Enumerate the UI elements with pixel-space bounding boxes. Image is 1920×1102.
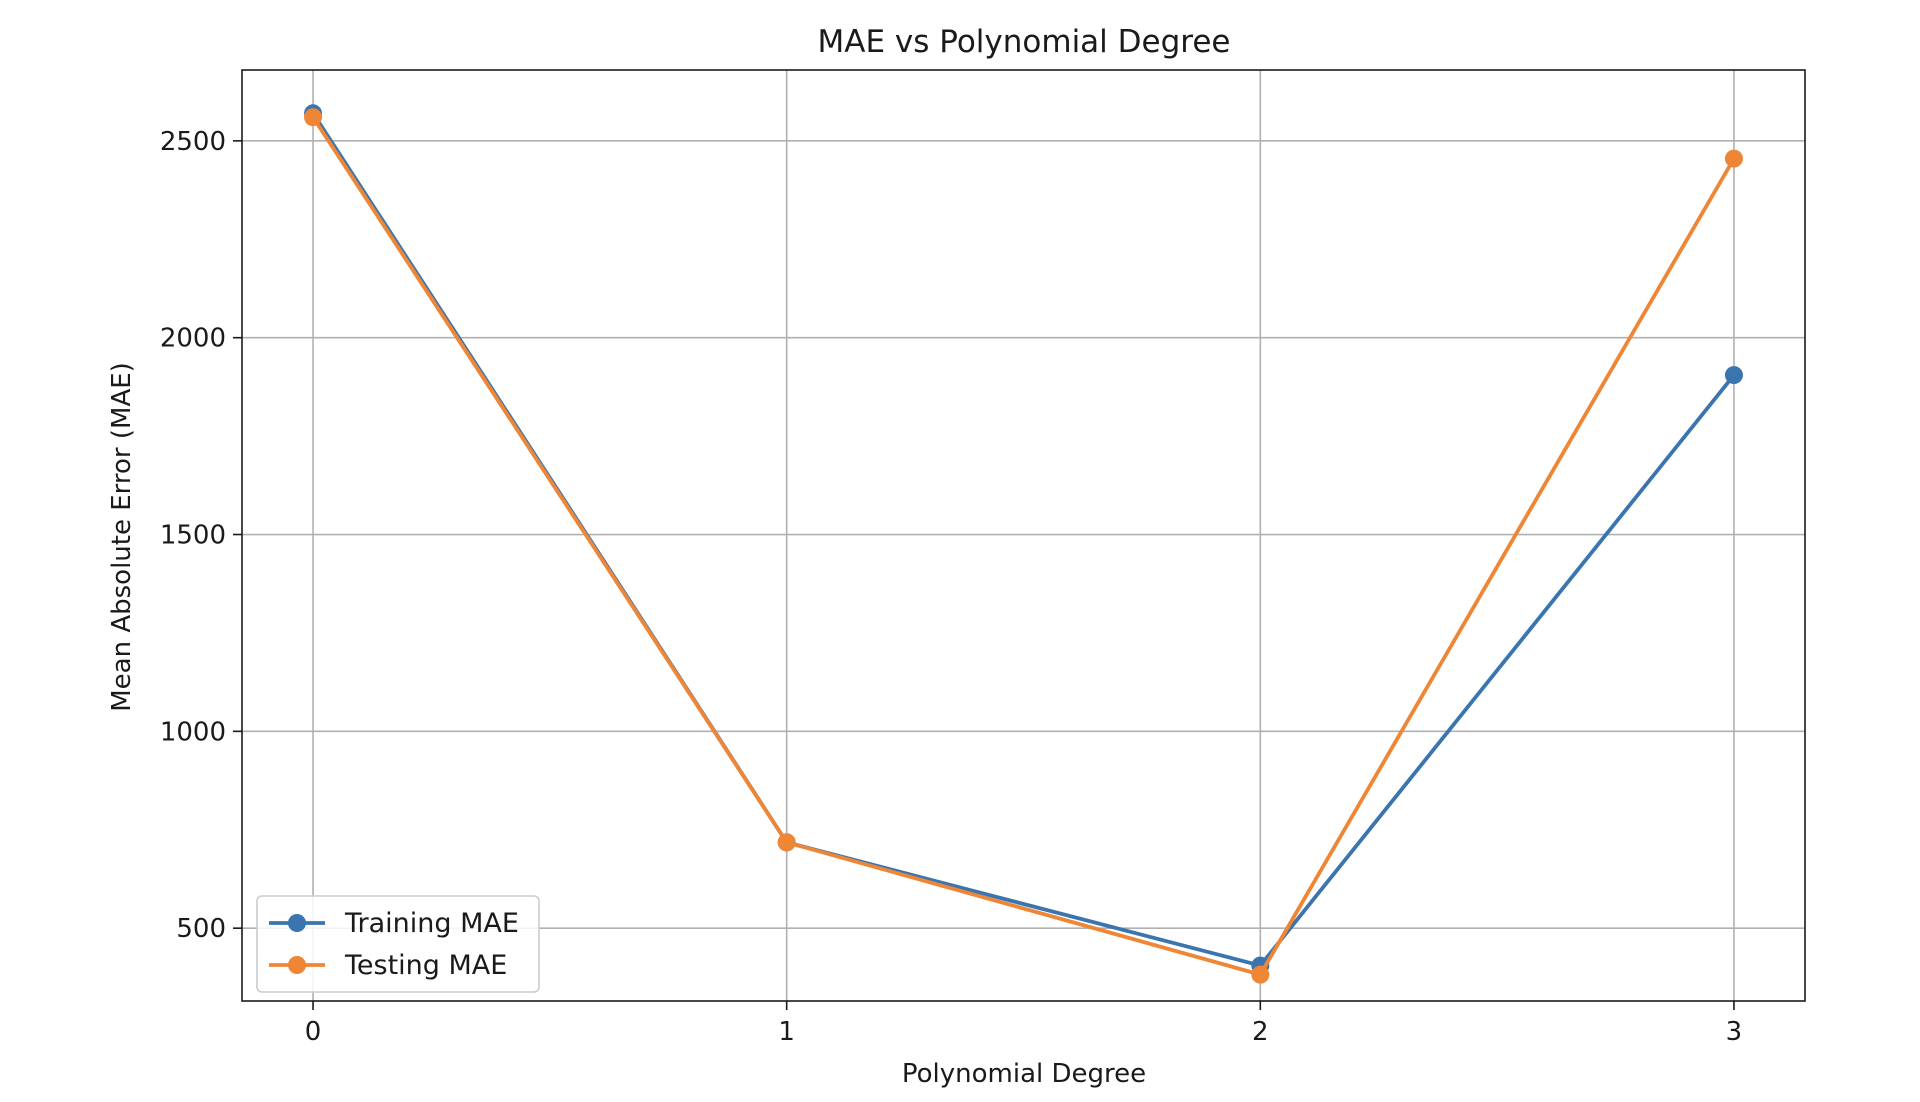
y-tick-label-2000: 2000	[160, 324, 226, 354]
training-mae-point-3	[1724, 366, 1743, 385]
y-tick-label-500: 500	[176, 914, 226, 944]
y-axis-label: Mean Absolute Error (MAE)	[107, 362, 137, 712]
grid	[242, 70, 1805, 1001]
legend: Training MAE Testing MAE	[256, 895, 540, 993]
legend-testing-mae-marker	[288, 956, 306, 974]
x-axis-label: Polynomial Degree	[902, 1059, 1146, 1089]
legend-box	[256, 895, 540, 993]
x-tick-label-1: 1	[778, 1017, 795, 1047]
legend-training-mae-label: Training MAE	[344, 908, 519, 939]
testing-mae-point-1	[777, 833, 796, 852]
x-tick-label-2: 2	[1252, 1017, 1269, 1047]
legend-training-mae-marker	[288, 914, 306, 932]
plot-frame	[241, 69, 1806, 1002]
ticks: 0 1 2 3 500 1000 1500 2000 2500	[160, 127, 1742, 1047]
legend-testing-mae-label: Testing MAE	[344, 950, 507, 981]
y-tick-label-1500: 1500	[160, 521, 226, 551]
chart-title: MAE vs Polynomial Degree	[818, 24, 1231, 60]
x-tick-label-3: 3	[1726, 1017, 1743, 1047]
testing-mae-point-3	[1724, 149, 1743, 168]
testing-mae-point-0	[304, 108, 323, 127]
testing-mae-line	[311, 116, 1736, 977]
y-tick-label-2500: 2500	[160, 127, 226, 157]
y-tick-label-1000: 1000	[160, 717, 226, 747]
x-tick-label-0: 0	[305, 1017, 322, 1047]
testing-mae-point-2	[1251, 965, 1270, 984]
series-layer	[304, 104, 1743, 984]
